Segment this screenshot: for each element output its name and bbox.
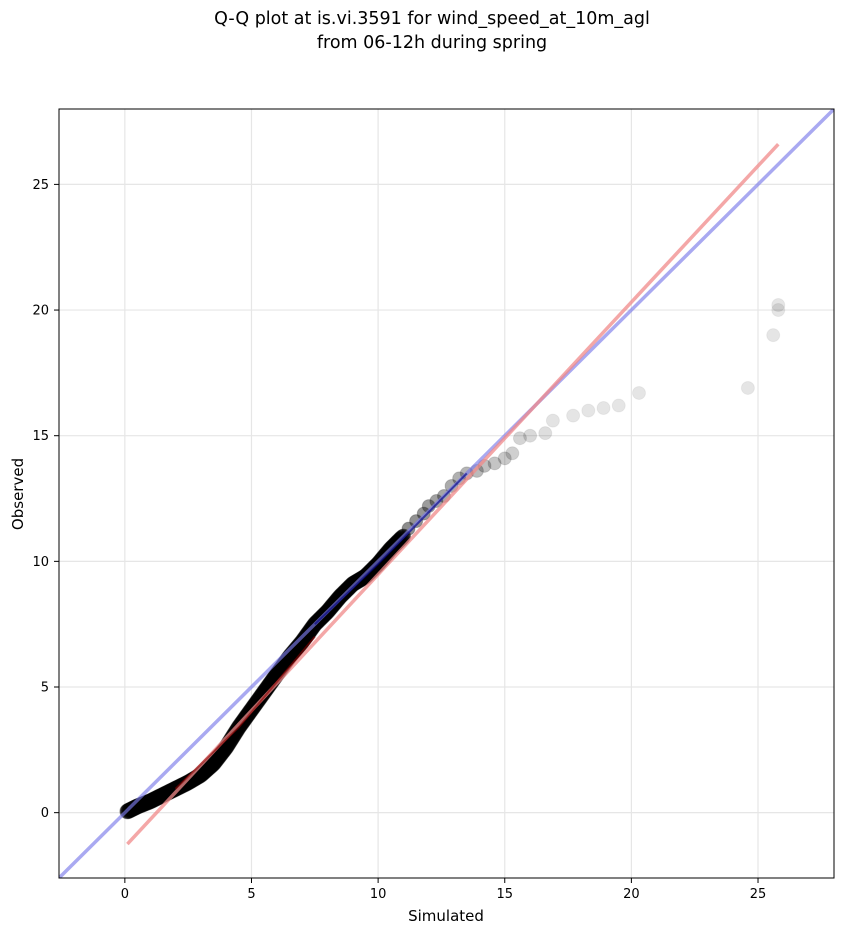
overlay-line xyxy=(314,472,468,625)
data-point xyxy=(740,380,755,395)
data-point xyxy=(581,403,596,418)
data-point xyxy=(429,494,444,509)
data-point xyxy=(596,401,611,416)
y-tick-label: 25 xyxy=(32,178,49,193)
data-point xyxy=(545,413,560,428)
x-axis-label: Simulated xyxy=(408,907,484,925)
y-axis-label: Observed xyxy=(9,458,27,530)
y-tick-label: 10 xyxy=(32,555,49,570)
x-tick-label: 5 xyxy=(247,887,255,902)
y-tick-label: 0 xyxy=(41,806,49,821)
fit-line xyxy=(126,142,780,846)
data-point xyxy=(631,385,646,400)
plot-frame xyxy=(58,108,835,879)
data-point xyxy=(771,303,786,318)
data-point xyxy=(611,398,626,413)
data-point xyxy=(505,446,520,461)
x-tick-label: 10 xyxy=(370,887,387,902)
data-point xyxy=(487,456,502,471)
chart-title-line-2: from 06-12h during spring xyxy=(317,33,547,53)
plot-area xyxy=(59,109,834,878)
data-point xyxy=(512,431,527,446)
chart-title-line-1: Q-Q plot at is.vi.3591 for wind_speed_at… xyxy=(214,9,650,29)
x-tick-label: 25 xyxy=(750,887,767,902)
data-point xyxy=(538,426,553,441)
grid xyxy=(59,109,834,878)
data-point xyxy=(766,328,781,343)
data-point xyxy=(409,514,424,529)
overlay-line xyxy=(174,636,316,790)
axes: 0 5 10 15 20 25 0 5 10 15 20 25 xyxy=(32,178,766,902)
x-tick-label: 15 xyxy=(496,887,513,902)
data-point xyxy=(566,408,581,423)
data-point xyxy=(523,428,538,443)
data-point xyxy=(771,298,786,313)
y-tick-label: 20 xyxy=(32,304,49,319)
x-tick-label: 20 xyxy=(623,887,640,902)
data-point xyxy=(401,521,416,536)
y-tick-label: 15 xyxy=(32,429,49,444)
x-tick-label: 0 xyxy=(121,887,129,902)
data-point xyxy=(416,506,431,521)
y-tick-label: 5 xyxy=(41,681,49,696)
data-point xyxy=(497,451,512,466)
